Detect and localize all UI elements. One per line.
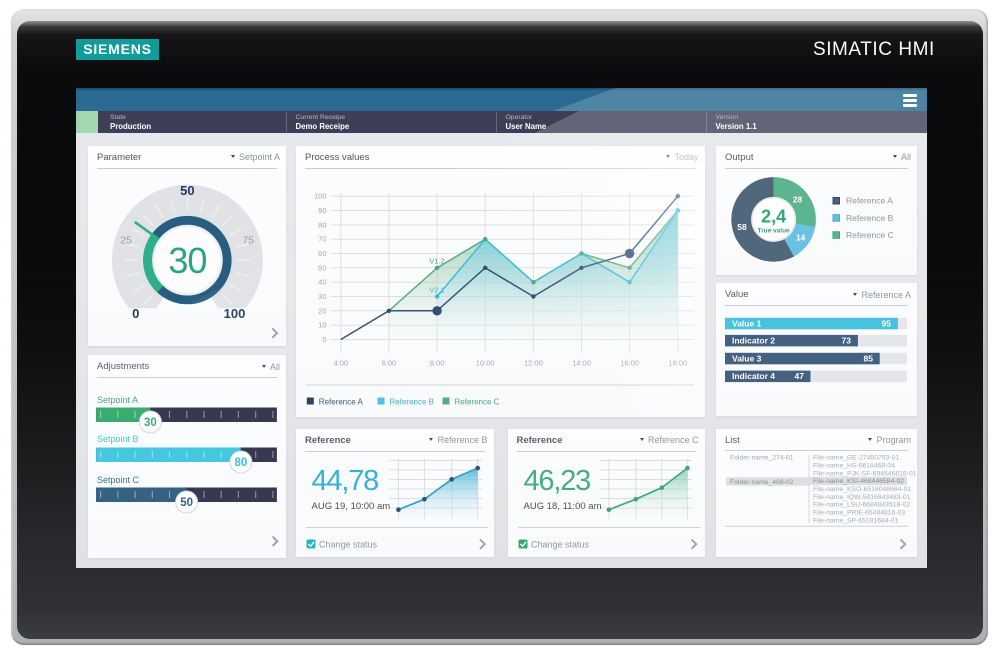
svg-text:File-name_KSO-6516048684-01: File-name_KSO-6516048684-01 bbox=[813, 485, 911, 492]
svg-text:12:00: 12:00 bbox=[524, 358, 543, 367]
svg-text:90: 90 bbox=[318, 206, 326, 215]
svg-text:6:00: 6:00 bbox=[382, 358, 397, 367]
svg-text:16:00: 16:00 bbox=[620, 358, 639, 367]
svg-text:V2.1: V2.1 bbox=[429, 285, 444, 294]
svg-text:Change status: Change status bbox=[531, 539, 590, 549]
svg-text:60: 60 bbox=[318, 249, 326, 258]
svg-text:14:00: 14:00 bbox=[572, 358, 591, 367]
svg-text:50: 50 bbox=[318, 263, 326, 272]
svg-text:Reference A: Reference A bbox=[319, 397, 364, 406]
svg-text:25: 25 bbox=[120, 234, 132, 246]
svg-text:10:00: 10:00 bbox=[476, 358, 495, 367]
svg-text:File-name_PRIE-65484816-03: File-name_PRIE-65484816-03 bbox=[813, 509, 905, 516]
svg-text:10: 10 bbox=[318, 320, 326, 329]
svg-text:20: 20 bbox=[318, 306, 326, 315]
svg-text:44,78: 44,78 bbox=[312, 465, 379, 497]
svg-text:Reference B: Reference B bbox=[846, 212, 894, 222]
svg-text:Folder-name_274-01: Folder-name_274-01 bbox=[730, 454, 794, 461]
svg-text:8:00: 8:00 bbox=[430, 358, 445, 367]
svg-text:80: 80 bbox=[235, 457, 248, 469]
svg-text:Reference C: Reference C bbox=[846, 230, 894, 240]
svg-text:40: 40 bbox=[318, 277, 326, 286]
svg-text:50: 50 bbox=[180, 497, 193, 509]
svg-text:30: 30 bbox=[144, 417, 157, 429]
svg-text:14: 14 bbox=[796, 232, 806, 242]
svg-text:File-name_SP-65181684-01: File-name_SP-65181684-01 bbox=[813, 517, 899, 524]
svg-text:File-name_LSU-6684843518-02: File-name_LSU-6684843518-02 bbox=[813, 501, 910, 508]
svg-text:30: 30 bbox=[168, 240, 206, 281]
svg-text:AUG 18, 11:00 am: AUG 18, 11:00 am bbox=[523, 501, 601, 512]
svg-text:28: 28 bbox=[793, 194, 803, 204]
svg-text:85: 85 bbox=[864, 353, 874, 363]
svg-text:True value: True value bbox=[758, 227, 791, 234]
svg-text:File-name_IQW-5416843483-01: File-name_IQW-5416843483-01 bbox=[813, 493, 911, 500]
svg-text:Setpoint A: Setpoint A bbox=[97, 395, 138, 405]
svg-text:File-name_GE-27450793-01: File-name_GE-27450793-01 bbox=[813, 454, 899, 461]
svg-text:File-name_PJK-SF-694546618-01: File-name_PJK-SF-694546618-01 bbox=[813, 470, 917, 477]
svg-text:30: 30 bbox=[318, 292, 326, 301]
svg-text:95: 95 bbox=[882, 318, 892, 328]
svg-text:V1.2: V1.2 bbox=[429, 256, 444, 265]
svg-text:Setpoint C: Setpoint C bbox=[97, 475, 140, 485]
svg-text:46,23: 46,23 bbox=[523, 465, 590, 497]
svg-text:100: 100 bbox=[224, 305, 246, 320]
svg-text:Indicator 2: Indicator 2 bbox=[732, 335, 775, 345]
svg-text:Reference C: Reference C bbox=[455, 397, 500, 406]
svg-text:Value 3: Value 3 bbox=[732, 353, 762, 363]
svg-text:Folder-name_468-02: Folder-name_468-02 bbox=[730, 479, 794, 486]
svg-text:Change status: Change status bbox=[319, 539, 378, 549]
svg-text:File-name_HS-5618468-04: File-name_HS-5618468-04 bbox=[813, 462, 895, 469]
svg-text:Reference B: Reference B bbox=[390, 397, 434, 406]
svg-text:47: 47 bbox=[795, 371, 805, 381]
svg-text:Reference A: Reference A bbox=[846, 195, 893, 205]
svg-text:Setpoint B: Setpoint B bbox=[97, 434, 139, 444]
svg-text:73: 73 bbox=[842, 335, 852, 345]
svg-text:4:00: 4:00 bbox=[333, 358, 348, 367]
svg-text:100: 100 bbox=[314, 191, 327, 200]
svg-text:Value 1: Value 1 bbox=[732, 318, 762, 328]
svg-text:58: 58 bbox=[737, 222, 747, 232]
svg-text:0: 0 bbox=[132, 305, 139, 320]
svg-text:75: 75 bbox=[242, 234, 254, 246]
svg-text:AUG 19, 10:00 am: AUG 19, 10:00 am bbox=[312, 501, 391, 512]
svg-text:Indicator 4: Indicator 4 bbox=[732, 371, 775, 381]
svg-text:18:00: 18:00 bbox=[668, 358, 687, 367]
svg-text:File-name_KSI-468446584-02: File-name_KSI-468446584-02 bbox=[813, 478, 904, 485]
svg-text:2,4: 2,4 bbox=[761, 206, 786, 226]
svg-text:0: 0 bbox=[322, 335, 326, 344]
svg-text:80: 80 bbox=[318, 220, 326, 229]
svg-text:70: 70 bbox=[318, 234, 326, 243]
svg-text:50: 50 bbox=[180, 183, 194, 198]
